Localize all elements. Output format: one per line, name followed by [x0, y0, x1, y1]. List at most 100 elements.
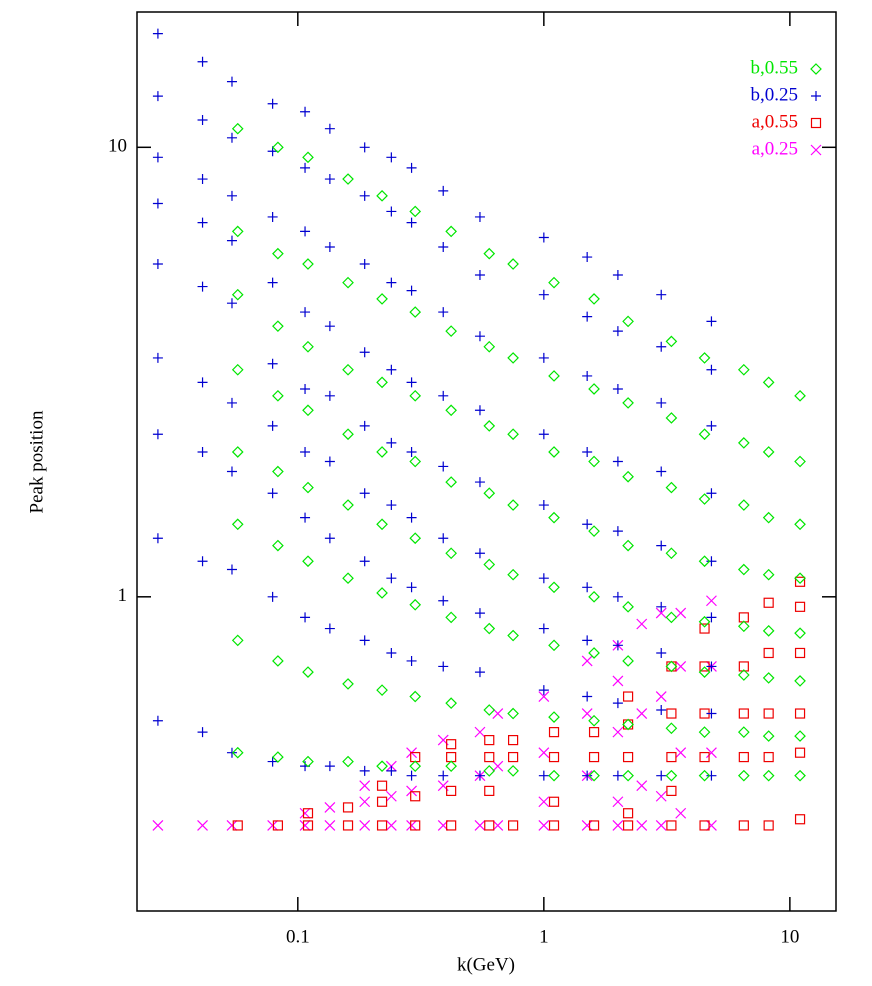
point — [267, 820, 279, 831]
point — [342, 428, 354, 441]
point — [302, 555, 314, 568]
point — [226, 820, 238, 831]
point — [483, 340, 496, 353]
point — [538, 685, 549, 696]
point — [738, 661, 749, 672]
point — [359, 820, 371, 831]
point — [737, 620, 750, 633]
point — [446, 785, 457, 797]
point — [582, 582, 593, 593]
point — [302, 404, 314, 417]
point — [406, 770, 417, 781]
point — [581, 708, 593, 719]
point — [538, 820, 550, 831]
point — [197, 556, 208, 567]
point — [342, 363, 354, 376]
point — [409, 690, 422, 703]
point — [386, 765, 397, 776]
point — [588, 383, 600, 395]
legend-marker — [810, 117, 822, 129]
point — [152, 352, 163, 363]
point — [474, 608, 485, 619]
point — [272, 389, 284, 402]
point — [226, 235, 237, 246]
point — [706, 556, 717, 567]
series — [232, 576, 806, 831]
point — [302, 755, 314, 768]
point — [666, 820, 677, 831]
point — [582, 370, 593, 381]
point — [267, 591, 278, 602]
point — [474, 667, 485, 678]
point — [675, 607, 687, 619]
point — [699, 623, 710, 634]
point — [582, 635, 593, 646]
point — [300, 226, 311, 237]
point — [438, 307, 449, 318]
point — [272, 465, 284, 478]
point — [737, 563, 750, 576]
point — [409, 532, 422, 545]
point — [272, 820, 284, 831]
point — [581, 655, 593, 667]
y-tick-label: 1 — [118, 585, 128, 606]
point — [302, 820, 314, 831]
point — [622, 808, 634, 819]
point — [197, 727, 208, 738]
point — [342, 276, 354, 289]
point — [706, 316, 717, 327]
point — [794, 730, 806, 742]
point — [474, 269, 485, 280]
point — [582, 446, 593, 457]
point — [492, 820, 504, 831]
point — [548, 727, 560, 738]
point — [445, 760, 457, 773]
point — [438, 595, 449, 606]
point — [588, 647, 600, 659]
point — [622, 470, 634, 483]
point — [612, 796, 624, 808]
point — [445, 225, 457, 238]
point — [446, 820, 457, 831]
point — [300, 383, 311, 394]
point — [706, 708, 717, 719]
point — [656, 705, 667, 716]
point — [636, 780, 648, 792]
point — [376, 293, 388, 305]
point — [483, 704, 496, 716]
point — [152, 533, 163, 544]
point — [507, 352, 519, 364]
point — [302, 340, 314, 353]
point — [324, 623, 335, 634]
point — [507, 765, 519, 777]
point — [507, 568, 519, 581]
point — [508, 734, 519, 746]
point — [342, 755, 354, 768]
point — [794, 389, 806, 402]
point — [386, 277, 397, 288]
point — [376, 376, 388, 389]
point — [675, 807, 687, 819]
point — [300, 512, 311, 523]
point — [359, 142, 370, 153]
point — [622, 751, 634, 763]
point — [737, 437, 750, 449]
point — [484, 785, 495, 797]
x-axis-label: k(GeV) — [457, 954, 515, 975]
point — [698, 769, 711, 782]
point — [386, 500, 397, 511]
point — [302, 258, 314, 270]
point — [507, 499, 519, 511]
point — [342, 499, 354, 511]
point — [226, 132, 237, 143]
point — [272, 320, 284, 333]
point — [588, 455, 600, 468]
point — [483, 765, 496, 777]
point — [484, 751, 495, 763]
point — [152, 820, 164, 831]
point — [406, 582, 417, 593]
point — [794, 572, 806, 585]
point — [272, 539, 284, 552]
point — [737, 669, 750, 681]
